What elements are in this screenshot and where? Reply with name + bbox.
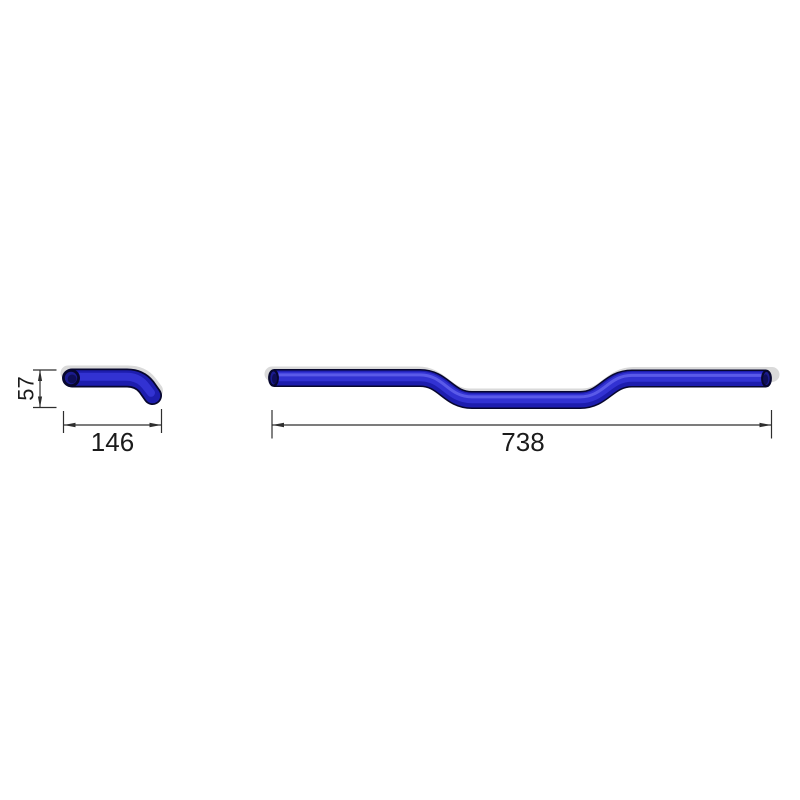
- side-tube-sheen: [69, 372, 155, 397]
- dimension-side-height: 57: [14, 369, 57, 409]
- front-view: [264, 366, 780, 409]
- front-tube-highlight: [275, 373, 765, 399]
- side-tube-opening-bore: [67, 374, 77, 384]
- dim-738-label: 738: [501, 427, 544, 457]
- dim-738-arrow-right: [759, 422, 772, 428]
- dim-57-arrow-down: [37, 396, 43, 408]
- front-tube-left-opening-bore: [272, 373, 278, 384]
- dimension-side-length: 146: [62, 409, 163, 457]
- dim-146-label: 146: [91, 427, 134, 457]
- side-view: [60, 365, 163, 405]
- dim-738-arrow-left: [272, 422, 284, 428]
- front-tube-mid-sheen: [273, 371, 767, 404]
- front-tube-right-opening-bore: [763, 374, 769, 385]
- dim-146-arrow-right: [149, 422, 162, 428]
- dimension-front-width: 738: [271, 410, 773, 457]
- dim-57-arrow-up: [37, 369, 43, 381]
- dim-146-arrow-left: [63, 422, 76, 428]
- dim-57-label: 57: [14, 376, 39, 400]
